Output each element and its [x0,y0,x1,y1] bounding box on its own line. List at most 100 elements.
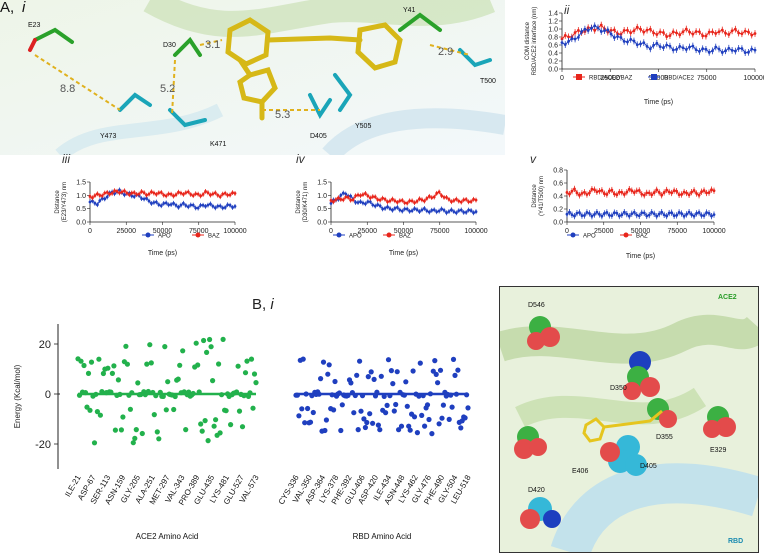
data-point [393,199,397,203]
label-e406: E406 [572,468,588,475]
data-point [730,48,734,52]
data-point [573,187,576,191]
data-point [597,213,601,216]
rbd-point [465,405,471,411]
data-point [100,196,104,200]
rbd-point [336,390,342,396]
spheres-left [514,426,547,459]
data-point [667,190,671,194]
rbd-point [351,410,357,416]
data-point [226,193,230,197]
data-point [655,188,659,192]
ace2-point [145,388,151,395]
data-point [640,192,644,196]
data-point [403,201,407,205]
data-point [395,205,399,209]
data-point [213,206,217,210]
data-point [648,27,652,31]
data-point [469,209,473,212]
ace2-point [183,427,189,433]
ace2-point [151,412,157,418]
data-point [655,33,659,36]
ace2-point [165,379,171,385]
ace2-point [223,408,229,414]
data-point [672,214,676,218]
data-point [354,201,357,204]
y-tick-label: 0.0 [553,220,563,227]
data-point [688,30,691,34]
data-point [218,204,222,208]
data-point [113,189,116,193]
rbd-point [296,413,302,419]
data-point [459,208,463,212]
data-point [701,47,705,51]
data-point [108,192,112,196]
data-point [172,201,175,205]
y-tick-label: 1.0 [317,193,327,200]
ace2-point [241,393,247,399]
rbd-point [384,402,390,408]
y-axis-label-1: Distance [532,184,538,208]
data-point [677,210,681,214]
data-point [454,211,458,215]
data-point [213,191,217,195]
rbd-point [362,424,368,431]
y-tick-label: 0.2 [548,59,558,66]
data-point [603,29,606,33]
x-tick-label: 50000 [631,228,651,235]
data-point [332,200,335,204]
ace2-point [144,361,150,367]
rbd-point [345,392,351,398]
data-point [647,191,651,195]
data-point [464,198,468,201]
rbd-point [367,411,373,417]
rbd-point [365,374,371,380]
data-point [596,26,600,30]
rbd-point [393,401,399,408]
data-point [704,34,708,38]
x-axis-label: Time (ps) [644,99,673,106]
data-point [398,199,402,203]
data-point [733,27,737,31]
data-point [597,189,601,193]
data-point [105,190,109,194]
rbd-point [377,427,383,433]
data-point [346,195,350,199]
data-point [622,39,626,43]
data-point [607,214,611,217]
data-point [140,197,144,200]
data-point [457,209,461,213]
y-axis-label-1: Distance [55,190,61,214]
rbd-point [462,415,468,421]
data-point [710,214,713,218]
data-point [147,192,151,196]
ace2-point [204,349,210,355]
data-point [147,199,151,203]
data-point [450,208,453,212]
rbd-point [449,404,455,410]
data-point [339,193,343,197]
data-point [199,194,202,198]
data-point [730,29,734,33]
data-point [747,30,750,34]
data-point [753,32,757,35]
legend-label: RBD/ACE2/BAZ [589,76,633,82]
data-point [427,194,431,198]
rbd-point [426,416,432,423]
x-tick-label: 25000 [117,228,137,235]
ace2-point [195,362,201,368]
rbd-point [432,358,438,364]
data-point [373,195,377,199]
rbd-point [370,420,376,426]
data-point [410,199,414,203]
data-point [737,47,741,50]
ace2-point [130,440,136,446]
rbd-x-axis-label: RBD Amino Acid [353,532,412,541]
ace2-point [117,391,123,397]
data-point [705,211,708,214]
rbd-point [388,368,394,374]
spheres-d546 [527,316,560,350]
x-tick-label: 0 [560,75,564,82]
data-point [635,189,639,193]
ace2-point [242,370,249,376]
